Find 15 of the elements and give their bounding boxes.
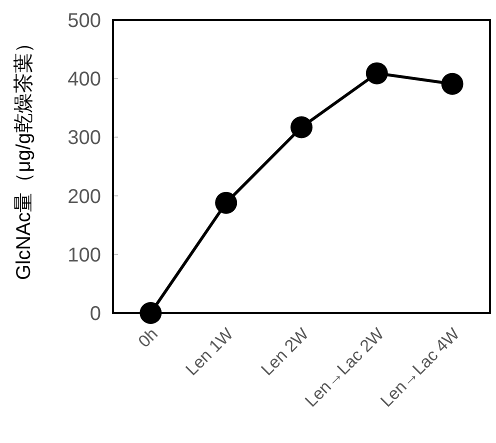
- y-tick-label: 300: [68, 127, 101, 150]
- y-tick-label: 400: [68, 68, 101, 91]
- y-tick-label: 200: [68, 186, 101, 208]
- x-tick-label: Len 1W: [182, 324, 237, 380]
- point: [441, 72, 464, 95]
- y-tick-label: 500: [68, 10, 101, 32]
- y-tick-label: 100: [68, 244, 101, 266]
- point: [140, 302, 162, 324]
- x-tick-label: Len 2W: [257, 324, 312, 380]
- x-tick-label: 0h: [134, 324, 162, 352]
- y-tick-label: 0: [90, 303, 101, 325]
- point: [366, 62, 388, 84]
- point: [215, 192, 238, 214]
- y-axis-title: GlcNAc量（μg/g乾燥茶葉）: [13, 32, 35, 280]
- point: [290, 116, 312, 138]
